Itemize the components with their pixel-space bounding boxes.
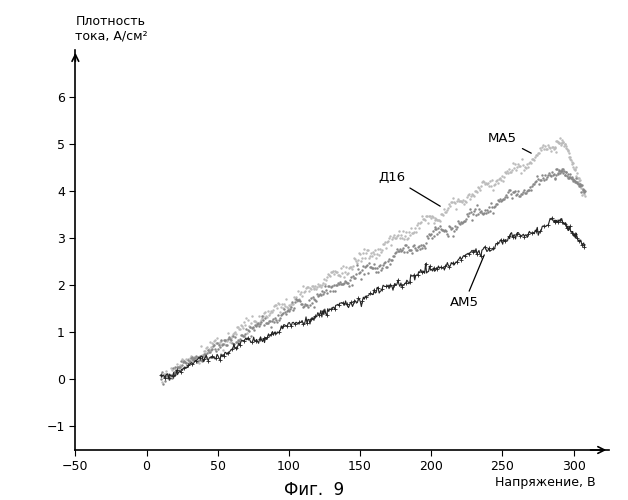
Text: МА5: МА5 <box>488 132 531 153</box>
X-axis label: Напряжение, В: Напряжение, В <box>495 476 595 489</box>
Text: АМ5: АМ5 <box>450 255 484 310</box>
Text: Плотность
тока, А/см²: Плотность тока, А/см² <box>75 15 148 43</box>
Text: Д16: Д16 <box>379 171 440 206</box>
Text: Фиг.  9: Фиг. 9 <box>284 481 344 499</box>
